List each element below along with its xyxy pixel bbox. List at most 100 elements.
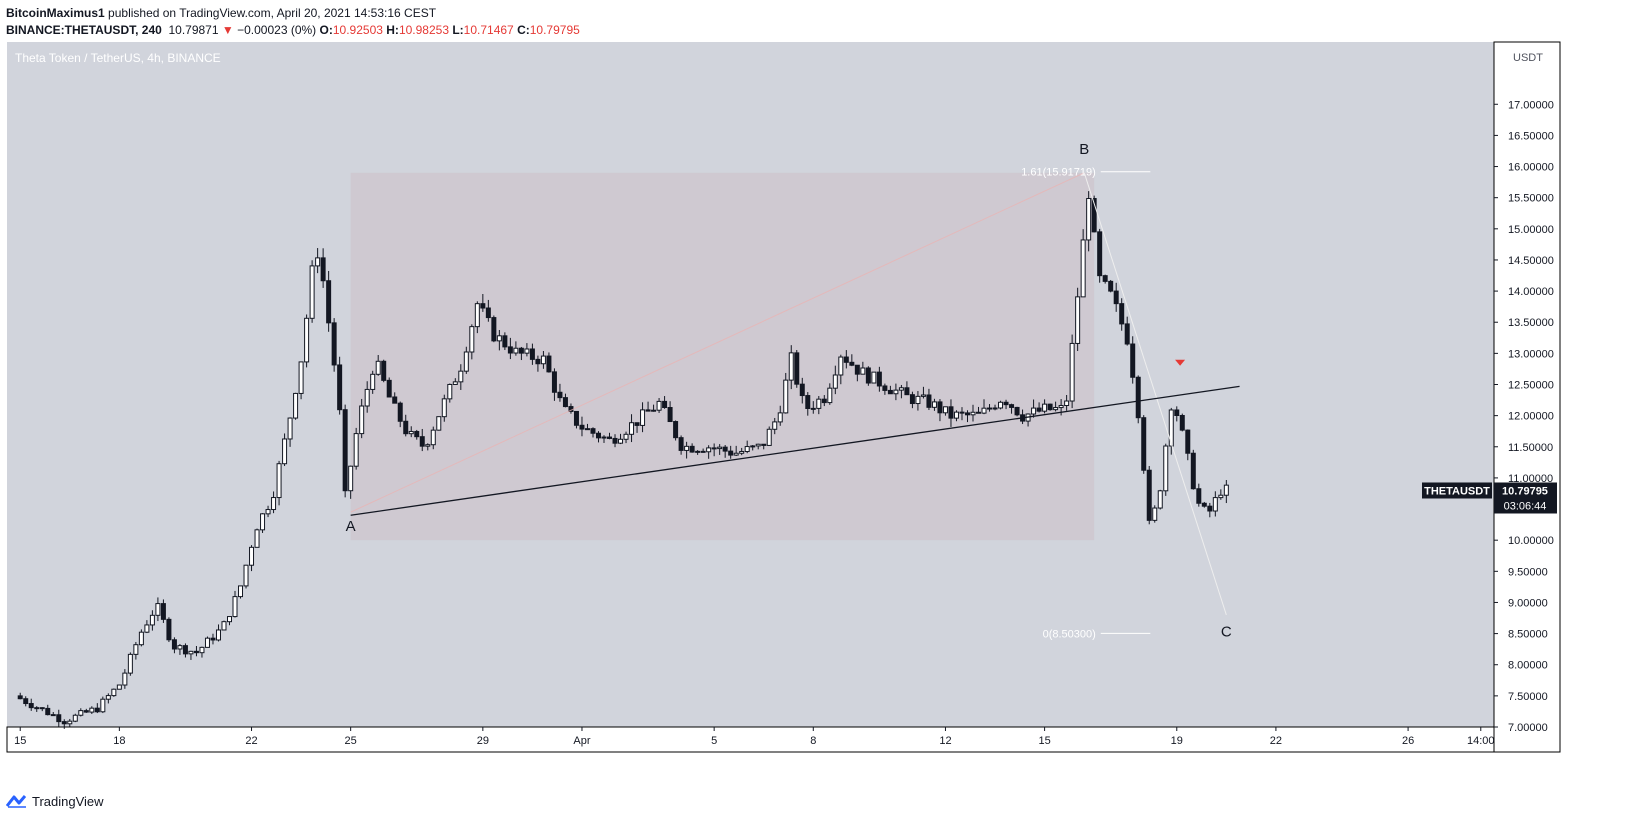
candle-body xyxy=(452,381,458,385)
candle-body xyxy=(854,364,860,375)
brand-name[interactable]: TradingView xyxy=(32,793,104,809)
candle-body xyxy=(397,402,403,422)
current-price-tag xyxy=(1494,482,1557,514)
candle-body xyxy=(733,452,739,456)
candle-body xyxy=(89,707,95,713)
candle-body xyxy=(590,428,596,434)
candle-body xyxy=(976,411,982,414)
candle-body xyxy=(210,637,216,641)
candle-body xyxy=(1130,343,1136,378)
candle-body xyxy=(474,303,480,328)
candle-body xyxy=(607,436,613,439)
countdown-timer: 03:06:44 xyxy=(1504,500,1547,512)
candle-body xyxy=(331,322,337,366)
candle-body xyxy=(651,409,657,412)
candle-body xyxy=(662,400,668,409)
candle-body xyxy=(535,358,541,365)
candle-body xyxy=(959,411,965,414)
candle-body xyxy=(821,398,827,404)
candle-body xyxy=(232,596,238,618)
candle-body xyxy=(271,497,277,511)
candle-body xyxy=(469,326,475,353)
candle-body xyxy=(557,391,563,399)
candle-body xyxy=(1009,404,1015,408)
candle-body xyxy=(1119,303,1125,325)
candle-body xyxy=(287,417,293,440)
candle-body xyxy=(177,645,183,650)
candle-body xyxy=(1014,406,1020,416)
candle-body xyxy=(695,450,701,453)
open-value: 10.92503 xyxy=(332,23,383,37)
candle-body xyxy=(116,684,122,690)
publish-text: published on TradingView.com, April 20, … xyxy=(108,6,437,20)
candle-body xyxy=(496,335,502,342)
candle-body xyxy=(1080,239,1086,298)
y-tick-label: 11.50000 xyxy=(1508,442,1553,454)
candle-body xyxy=(766,428,772,446)
candle-body xyxy=(551,371,557,393)
candle-body xyxy=(282,438,288,465)
candle-body xyxy=(23,698,29,705)
candle-body xyxy=(948,406,954,419)
candle-body xyxy=(540,355,546,365)
candle-body xyxy=(529,348,535,360)
candle-body xyxy=(998,401,1004,409)
ohlc-line: BINANCE:THETAUSDT, 240 10.79871 ▼ −0.000… xyxy=(6,23,1606,38)
candle-body xyxy=(634,422,640,426)
y-tick-label: 14.50000 xyxy=(1508,255,1554,267)
candle-body xyxy=(238,585,244,598)
candle-body xyxy=(1163,445,1169,492)
x-tick-label: 5 xyxy=(711,735,717,747)
candle-body xyxy=(441,398,447,418)
candle-body xyxy=(425,444,431,447)
last-price: 10.79871 xyxy=(168,23,219,37)
candle-body xyxy=(524,348,530,354)
x-tick-label: 8 xyxy=(810,735,816,747)
candle-body xyxy=(970,411,976,416)
candle-body xyxy=(430,429,436,446)
y-tick-label: 12.50000 xyxy=(1508,380,1554,392)
candle-body xyxy=(1207,505,1213,512)
candle-body xyxy=(1113,290,1119,305)
author-name[interactable]: BitcoinMaximus1 xyxy=(6,6,105,20)
candle-body xyxy=(1053,407,1059,411)
candle-body xyxy=(1185,429,1191,454)
candle-body xyxy=(155,603,161,616)
candle-body xyxy=(260,513,266,531)
candle-body xyxy=(777,412,783,423)
candle-body xyxy=(463,351,469,372)
candle-body xyxy=(100,698,106,713)
y-tick-label: 7.50000 xyxy=(1508,691,1548,703)
candle-body xyxy=(981,407,987,414)
candle-body xyxy=(1135,376,1141,419)
price-axis xyxy=(1493,41,1561,753)
candle-body xyxy=(1201,502,1207,507)
candle-body xyxy=(414,430,420,438)
candle-body xyxy=(502,335,508,348)
candle-body xyxy=(518,347,524,354)
candle-body xyxy=(1196,488,1202,504)
candle-body xyxy=(249,546,255,566)
candle-body xyxy=(876,371,882,387)
candle-body xyxy=(827,387,833,404)
wave-label-b: B xyxy=(1079,141,1089,158)
candle-body xyxy=(304,317,310,363)
candle-body xyxy=(381,360,387,381)
x-tick-label: 12 xyxy=(939,735,951,747)
candle-body xyxy=(1108,280,1114,292)
candle-body xyxy=(579,424,585,430)
candle-body xyxy=(293,392,299,419)
candle-body xyxy=(601,436,607,439)
candle-body xyxy=(788,352,794,381)
candle-body xyxy=(678,437,684,451)
y-tick-label: 11.00000 xyxy=(1508,473,1553,485)
candle-body xyxy=(1141,417,1147,471)
close-value: 10.79795 xyxy=(529,23,580,37)
candle-body xyxy=(744,446,750,452)
candle-body xyxy=(348,465,354,492)
candle-body xyxy=(1064,400,1070,406)
candle-body xyxy=(171,639,177,650)
candle-body xyxy=(987,407,993,410)
candle-body xyxy=(838,356,844,376)
